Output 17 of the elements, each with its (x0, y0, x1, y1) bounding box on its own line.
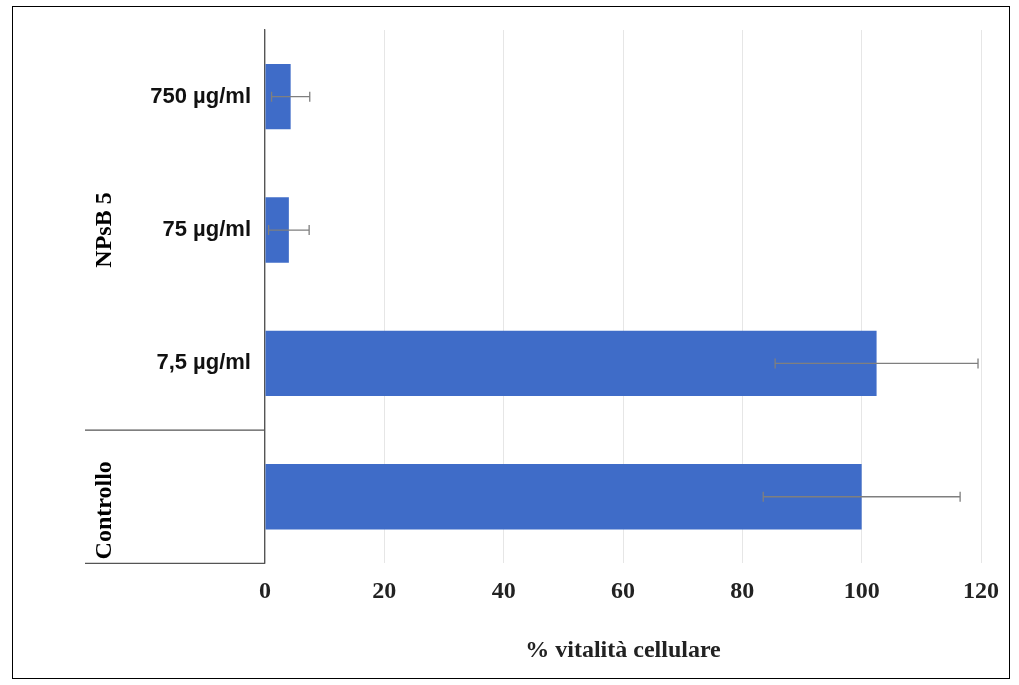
y-tick-label: 7,5 µg/ml (156, 349, 251, 375)
bar (265, 330, 877, 397)
x-axis-title: % vitalità cellulare (525, 635, 722, 662)
x-tick-label: 20 (372, 577, 397, 603)
bar (265, 464, 862, 530)
text: NPsB 5 (90, 192, 117, 268)
x-tick-label: 60 (611, 577, 635, 603)
y-tick-label: 75 µg/ml (162, 216, 251, 242)
y-tick-label: 750 µg/ml (150, 82, 251, 108)
text: Controllo (90, 461, 117, 560)
x-tick-label: 80 (730, 577, 755, 603)
x-tick-label: 100 (843, 577, 880, 603)
x-tick-label: 120 (963, 577, 999, 603)
x-tick-label: 0 (259, 577, 271, 603)
x-tick-label: 40 (491, 577, 516, 603)
bar (265, 64, 291, 130)
bar (265, 197, 289, 263)
